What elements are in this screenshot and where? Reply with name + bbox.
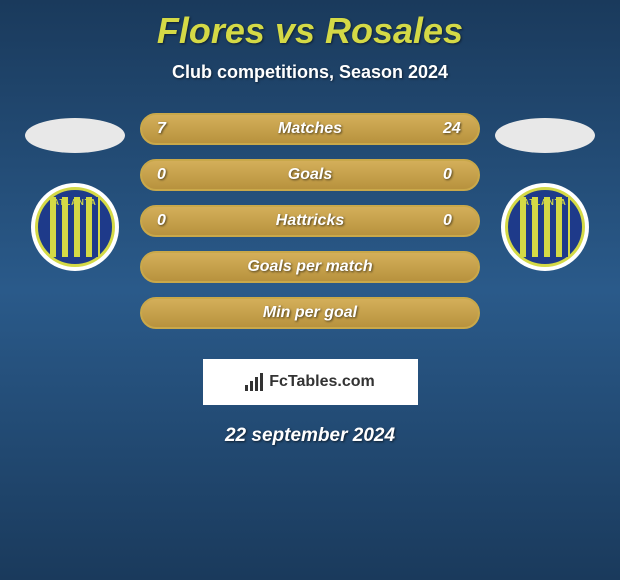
- stat-left-value: 0: [157, 166, 177, 184]
- page-subtitle: Club competitions, Season 2024: [0, 62, 620, 83]
- stat-left-value: 0: [157, 212, 177, 230]
- stat-bar-goals: 0 Goals 0: [140, 159, 480, 191]
- watermark-box[interactable]: FcTables.com: [203, 359, 418, 405]
- stat-label: Min per goal: [263, 304, 357, 322]
- stats-column: 7 Matches 24 0 Goals 0 0 Hattricks 0 Goa…: [140, 113, 480, 329]
- date-label: 22 september 2024: [0, 425, 620, 447]
- stat-bar-min-per-goal: Min per goal: [140, 297, 480, 329]
- stat-bar-hattricks: 0 Hattricks 0: [140, 205, 480, 237]
- left-team-logo: ATLANTA: [31, 183, 119, 271]
- stat-left-value: 7: [157, 120, 177, 138]
- stat-right-value: 0: [443, 212, 463, 230]
- stat-label: Goals per match: [247, 258, 372, 276]
- left-player-column: ATLANTA: [25, 113, 125, 271]
- logo-text: ATLANTA: [38, 198, 112, 207]
- chart-icon: [245, 373, 263, 391]
- stat-right-value: 24: [443, 120, 463, 138]
- logo-atlanta-icon: ATLANTA: [35, 187, 115, 267]
- content-row: ATLANTA 7 Matches 24 0 Goals 0 0 Hattric…: [0, 113, 620, 329]
- watermark-text: FcTables.com: [269, 373, 375, 391]
- stat-label: Goals: [288, 166, 332, 184]
- page-title: Flores vs Rosales: [0, 10, 620, 52]
- stat-label: Matches: [278, 120, 342, 138]
- left-player-placeholder: [25, 118, 125, 153]
- right-player-column: ATLANTA: [495, 113, 595, 271]
- right-team-logo: ATLANTA: [501, 183, 589, 271]
- right-player-placeholder: [495, 118, 595, 153]
- stat-bar-goals-per-match: Goals per match: [140, 251, 480, 283]
- comparison-container: Flores vs Rosales Club competitions, Sea…: [0, 0, 620, 580]
- stat-bar-matches: 7 Matches 24: [140, 113, 480, 145]
- stat-right-value: 0: [443, 166, 463, 184]
- stat-label: Hattricks: [276, 212, 344, 230]
- logo-atlanta-icon: ATLANTA: [505, 187, 585, 267]
- logo-text: ATLANTA: [508, 198, 582, 207]
